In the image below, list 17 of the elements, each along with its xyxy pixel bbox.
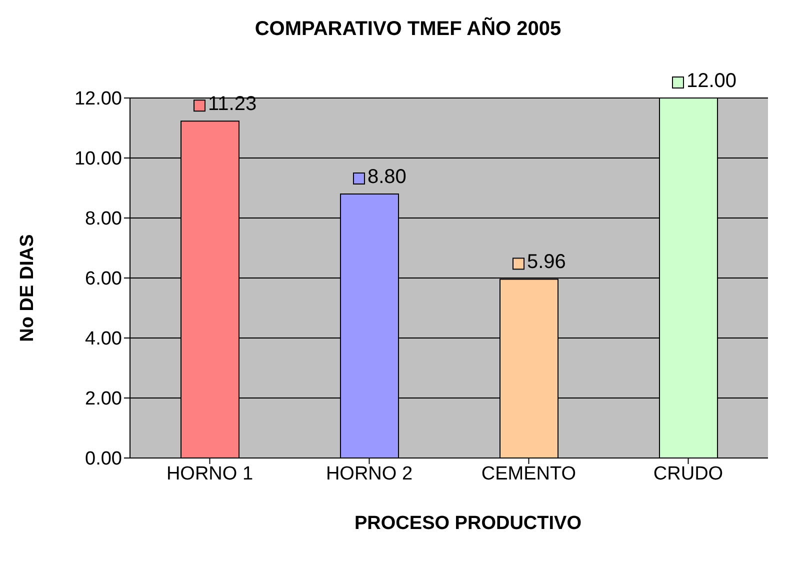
x-axis-title: PROCESO PRODUCTIVO: [354, 513, 582, 535]
chart-title: COMPARATIVO TMEF AÑO 2005: [254, 18, 562, 41]
y-tick-label: 6.00: [85, 268, 122, 290]
y-tick-label: 4.00: [85, 328, 122, 350]
x-tick-label: CEMENTO: [481, 463, 576, 484]
y-tick-label: 2.00: [85, 388, 122, 410]
y-tick-label: 10.00: [74, 148, 122, 170]
y-tick-label: 8.00: [85, 208, 122, 230]
x-tick-label: HORNO 2: [326, 463, 413, 484]
data-label: 8.80: [368, 166, 406, 188]
x-tick-label: CRUDO: [653, 463, 724, 484]
data-label: 5.96: [527, 251, 566, 274]
y-tick-label: 12.00: [74, 88, 122, 110]
data-label: 12.00: [686, 70, 737, 92]
x-tick-label: HORNO 1: [166, 463, 254, 484]
y-tick-label: 0.00: [85, 448, 122, 470]
y-axis-title: No DE DIAS: [17, 234, 39, 342]
